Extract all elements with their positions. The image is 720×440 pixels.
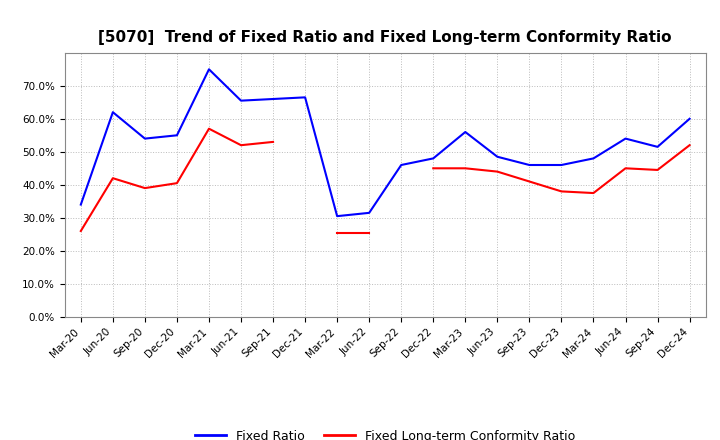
Fixed Ratio (333, 213, 341, 219)
Fixed Ratio (109, 110, 117, 115)
Fixed Ratio (621, 136, 630, 141)
Fixed Ratio (589, 156, 598, 161)
Title: [5070]  Trend of Fixed Ratio and Fixed Long-term Conformity Ratio: [5070] Trend of Fixed Ratio and Fixed Lo… (99, 29, 672, 45)
Fixed Ratio (557, 162, 566, 168)
Fixed Ratio (653, 144, 662, 150)
Fixed Ratio (493, 154, 502, 159)
Fixed Ratio (269, 96, 277, 102)
Fixed Ratio (76, 202, 85, 207)
Fixed Ratio (525, 162, 534, 168)
Fixed Ratio (301, 95, 310, 100)
Fixed Ratio (173, 132, 181, 138)
Fixed Ratio (237, 98, 246, 103)
Fixed Ratio (140, 136, 149, 141)
Fixed Ratio (204, 66, 213, 72)
Fixed Ratio (461, 129, 469, 135)
Fixed Ratio (365, 210, 374, 216)
Legend: Fixed Ratio, Fixed Long-term Conformity Ratio: Fixed Ratio, Fixed Long-term Conformity … (190, 425, 580, 440)
Fixed Ratio (429, 156, 438, 161)
Fixed Ratio (685, 116, 694, 121)
Line: Fixed Ratio: Fixed Ratio (81, 69, 690, 216)
Fixed Ratio (397, 162, 405, 168)
